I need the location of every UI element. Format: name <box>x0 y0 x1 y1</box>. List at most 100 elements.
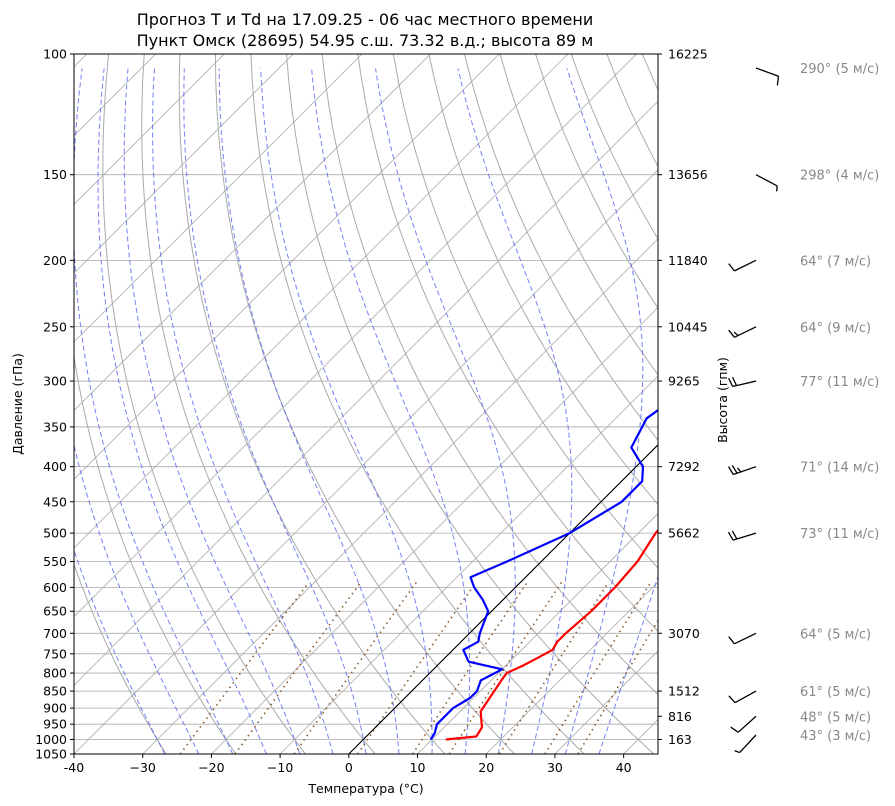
y-tick-label: 850 <box>43 684 67 699</box>
isotherm <box>485 581 658 754</box>
mixing-ratio-line <box>544 581 652 754</box>
moist-adiabat <box>74 68 234 754</box>
wind-barb-flag <box>731 376 738 386</box>
wind-barb-flag <box>733 331 739 337</box>
mixing-ratio-line <box>179 581 310 754</box>
isotherm <box>623 719 658 754</box>
dry-adiabat <box>74 563 167 754</box>
wind-barb-flag <box>728 329 735 338</box>
chart-subtitle: Пункт Омск (28695) 54.95 с.ш. 73.32 в.д.… <box>137 31 594 50</box>
moist-adiabat <box>598 574 658 754</box>
moist-adiabat <box>311 68 471 754</box>
wind-label: 61° (5 м/с) <box>800 685 871 700</box>
y-tick-label: 300 <box>43 374 67 389</box>
dry-adiabat <box>102 54 306 754</box>
isotherm <box>417 512 658 754</box>
dry-adiabat <box>641 54 658 91</box>
moist-adiabat <box>260 68 433 754</box>
moist-adiabat <box>74 548 166 754</box>
temperature-line <box>445 528 658 741</box>
chart-title: Прогноз T и Td на 17.09.25 - 06 час мест… <box>137 10 593 29</box>
dry-adiabat <box>250 54 585 754</box>
moist-adiabat <box>218 68 400 754</box>
y-tick-label: 750 <box>43 646 67 661</box>
y-tick-label: 550 <box>43 554 67 569</box>
x-tick-label: 20 <box>478 760 494 775</box>
height-axis-label: Высота (гпм) <box>715 357 730 443</box>
wind-barb-shaft <box>755 174 778 187</box>
dry-adiabat <box>606 54 658 168</box>
moist-adiabat <box>457 68 573 754</box>
moist-adiabat <box>74 443 200 754</box>
wind-barb-flag <box>728 377 734 387</box>
isotherm <box>211 306 658 754</box>
dry-adiabat <box>820 54 895 754</box>
height-tick-label: 163 <box>668 732 692 747</box>
background-lines <box>74 54 895 754</box>
isotherm <box>74 54 637 618</box>
wind-barb-flag <box>728 263 735 272</box>
isotherm <box>74 54 294 274</box>
isotherm <box>74 100 658 686</box>
isotherm <box>279 375 658 754</box>
x-tick-label: 0 <box>345 760 353 775</box>
height-tick-label: 16225 <box>668 47 708 62</box>
y-axis-label: Давление (гПа) <box>10 353 25 455</box>
dry-adiabat <box>714 54 895 754</box>
isotherm <box>74 54 363 343</box>
isotherm <box>74 169 658 754</box>
moist-adiabat <box>152 68 334 754</box>
wind-label: 71° (14 м/с) <box>800 461 879 476</box>
x-axis: -40 −30 −20 −10 0 10 20 30 40 <box>64 754 632 775</box>
x-tick-label: −20 <box>198 760 224 775</box>
wind-barb-flag <box>727 466 734 475</box>
x-axis-label: Температура (°C) <box>307 781 423 796</box>
wind-barb-flag <box>728 636 735 645</box>
wind-label: 77° (11 м/с) <box>800 375 879 390</box>
y-tick-label: 800 <box>43 666 67 681</box>
wind-barb-flag <box>731 465 738 474</box>
wind-barb-flag <box>728 695 736 704</box>
wind-barb-shaft <box>739 734 757 753</box>
wind-label: 290° (5 м/с) <box>800 62 879 77</box>
y-tick-label: 350 <box>43 419 67 434</box>
y-tick-label: 650 <box>43 604 67 619</box>
y-tick-label: 500 <box>43 526 67 541</box>
mixing-ratio-line <box>498 581 610 754</box>
wind-barb-flag <box>776 76 780 86</box>
mixing-ratio-line <box>411 581 528 754</box>
y-axis: 100 150 200 250 300 350 400 450 500 550 600 650 700 7… <box>35 47 74 762</box>
isotherm <box>761 54 895 754</box>
height-tick-label: 9265 <box>668 374 700 389</box>
wind-barb-flag <box>727 531 734 541</box>
mixing-ratio-line <box>293 581 417 754</box>
wind-barb-flag <box>731 530 738 540</box>
height-tick-label: 5662 <box>668 526 700 541</box>
moist-adiabat <box>183 68 367 754</box>
series-layer <box>429 408 658 741</box>
x-tick-label: 40 <box>616 760 632 775</box>
dry-adiabat <box>785 54 895 754</box>
plot-frame <box>73 53 659 755</box>
dry-adiabat <box>74 353 237 754</box>
wind-barb-flag <box>775 185 778 192</box>
y-tick-label: 700 <box>43 626 67 641</box>
wind-barb-shaft <box>755 67 779 77</box>
dewpoint-line <box>429 408 658 741</box>
wind-barbs: 290° (5 м/с) 298° (4 м/с) 64° (7 м/с) 64° (… <box>727 62 879 754</box>
wind-barb-flag <box>736 467 742 473</box>
dry-adiabat <box>678 54 895 754</box>
y-tick-label: 1050 <box>35 747 67 762</box>
height-tick-label: 11840 <box>668 253 708 268</box>
zero-isotherm <box>348 444 658 754</box>
wind-label: 64° (5 м/с) <box>800 627 871 642</box>
dry-adiabat <box>392 54 658 569</box>
dry-adiabat <box>321 54 658 696</box>
isotherm <box>142 238 658 754</box>
y-tick-label: 200 <box>43 253 67 268</box>
dry-adiabat <box>428 54 658 506</box>
y-tick-label: 600 <box>43 580 67 595</box>
y-tick-label: 100 <box>43 47 67 62</box>
wind-label: 64° (9 м/с) <box>800 321 871 336</box>
